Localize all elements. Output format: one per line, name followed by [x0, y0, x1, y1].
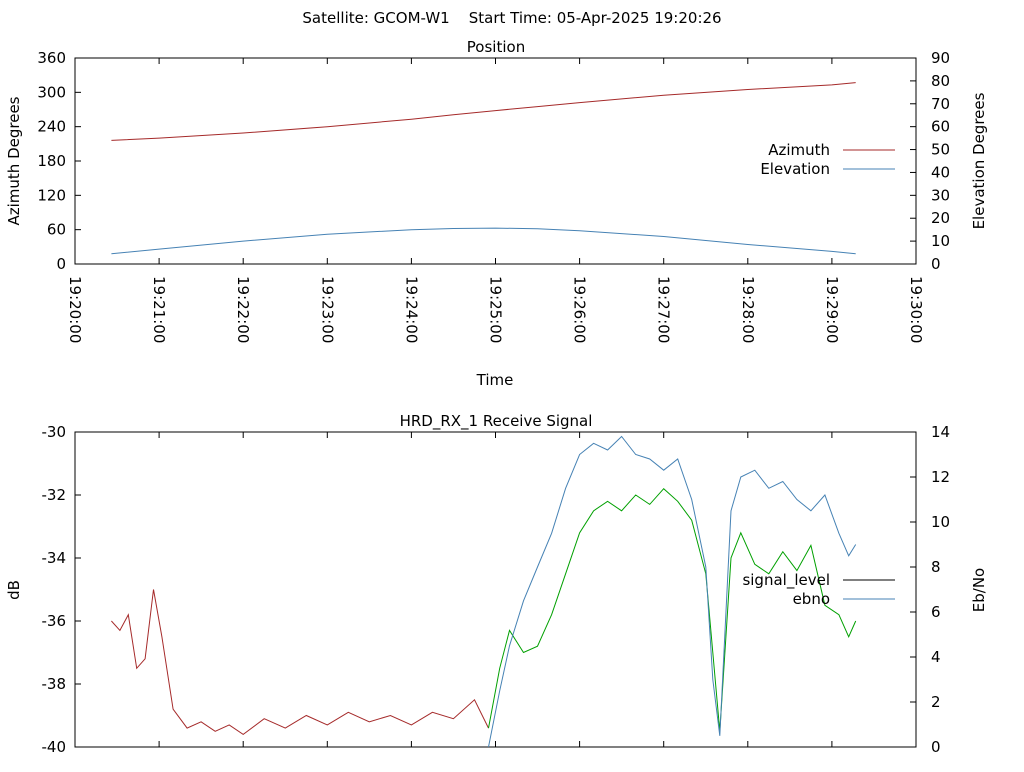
- legend-label-signal_level: signal_level: [742, 571, 830, 590]
- ebno-axis-label: Eb/No: [970, 568, 988, 612]
- y-tick-label: -30: [42, 423, 67, 441]
- x-tick-label: 19:30:00: [907, 276, 925, 343]
- y2-tick-label: 90: [931, 49, 950, 67]
- y2-tick-label: 4: [931, 648, 941, 666]
- y2-tick-label: 12: [931, 468, 950, 486]
- signal-plot-frame: [74, 431, 917, 748]
- x-tick-label: 19:22:00: [234, 276, 252, 343]
- y2-tick-label: 0: [931, 255, 941, 273]
- y2-tick-label: 50: [931, 141, 950, 159]
- y-tick-label: 180: [37, 152, 66, 170]
- elevation-axis-label: Elevation Degrees: [970, 92, 988, 229]
- x-tick-label: 19:23:00: [318, 276, 336, 343]
- y2-tick-label: 70: [931, 95, 950, 113]
- y-tick-label: 300: [37, 83, 66, 101]
- position-panel: Position Azimuth Degrees Elevation Degre…: [5, 38, 988, 389]
- y-tick-label: 240: [37, 118, 66, 136]
- y-tick-label: -32: [42, 486, 67, 504]
- main-title: Satellite: GCOM-W1 Start Time: 05-Apr-20…: [302, 9, 721, 27]
- y2-tick-label: 0: [931, 738, 941, 756]
- signal-title: HRD_RX_1 Receive Signal: [400, 412, 593, 431]
- legend-label-ebno: ebno: [793, 590, 830, 608]
- time-axis-label: Time: [476, 371, 514, 389]
- y2-tick-label: 60: [931, 118, 950, 136]
- y2-tick-label: 30: [931, 186, 950, 204]
- y-tick-label: 0: [56, 255, 66, 273]
- y2-tick-label: 40: [931, 163, 950, 181]
- y-tick-label: 120: [37, 186, 66, 204]
- y2-tick-label: 10: [931, 513, 950, 531]
- azimuth-axis-label: Azimuth Degrees: [5, 96, 23, 225]
- y2-tick-label: 8: [931, 558, 941, 576]
- x-tick-label: 19:28:00: [739, 276, 757, 343]
- y-tick-label: -38: [42, 675, 67, 693]
- x-tick-label: 19:24:00: [402, 276, 420, 343]
- x-tick-label: 19:20:00: [66, 276, 84, 343]
- legend-label-Elevation: Elevation: [760, 160, 830, 178]
- x-tick-label: 19:27:00: [655, 276, 673, 343]
- y-tick-label: 360: [37, 49, 66, 67]
- series-line-Elevation: [111, 227, 856, 255]
- y2-tick-label: 14: [931, 423, 950, 441]
- legend-label-Azimuth: Azimuth: [768, 141, 830, 159]
- y-tick-label: -34: [42, 549, 67, 567]
- y-tick-label: -36: [42, 612, 67, 630]
- position-ticks: 0 60 120 180 240 300 360 0 10 20 30 40 50 60 70 80 90 19:…: [37, 49, 950, 343]
- x-tick-label: 19:21:00: [150, 276, 168, 343]
- y2-tick-label: 20: [931, 209, 950, 227]
- position-series: [111, 82, 856, 255]
- series-line-signal_level-high: [488, 487, 857, 732]
- x-tick-label: 19:29:00: [823, 276, 841, 343]
- y2-tick-label: 6: [931, 603, 941, 621]
- series-line-signal_level-low: [111, 589, 489, 736]
- signal-series: [111, 435, 857, 748]
- y2-tick-label: 80: [931, 72, 950, 90]
- db-axis-label: dB: [5, 580, 23, 600]
- signal-ticks: -40 -38 -36 -34 -32 -30 0 2 4 6 8 10 12 14: [42, 423, 951, 756]
- x-tick-label: 19:25:00: [487, 276, 505, 343]
- series-line-Azimuth: [111, 82, 856, 141]
- x-tick-label: 19:26:00: [571, 276, 589, 343]
- signal-panel: HRD_RX_1 Receive Signal dB Eb/No -40-38-…: [5, 412, 988, 756]
- position-title: Position: [467, 38, 525, 56]
- y2-tick-label: 2: [931, 693, 941, 711]
- y-tick-label: -40: [42, 738, 67, 756]
- series-line-ebno: [488, 435, 857, 748]
- y2-tick-label: 10: [931, 232, 950, 250]
- y-tick-label: 60: [47, 221, 66, 239]
